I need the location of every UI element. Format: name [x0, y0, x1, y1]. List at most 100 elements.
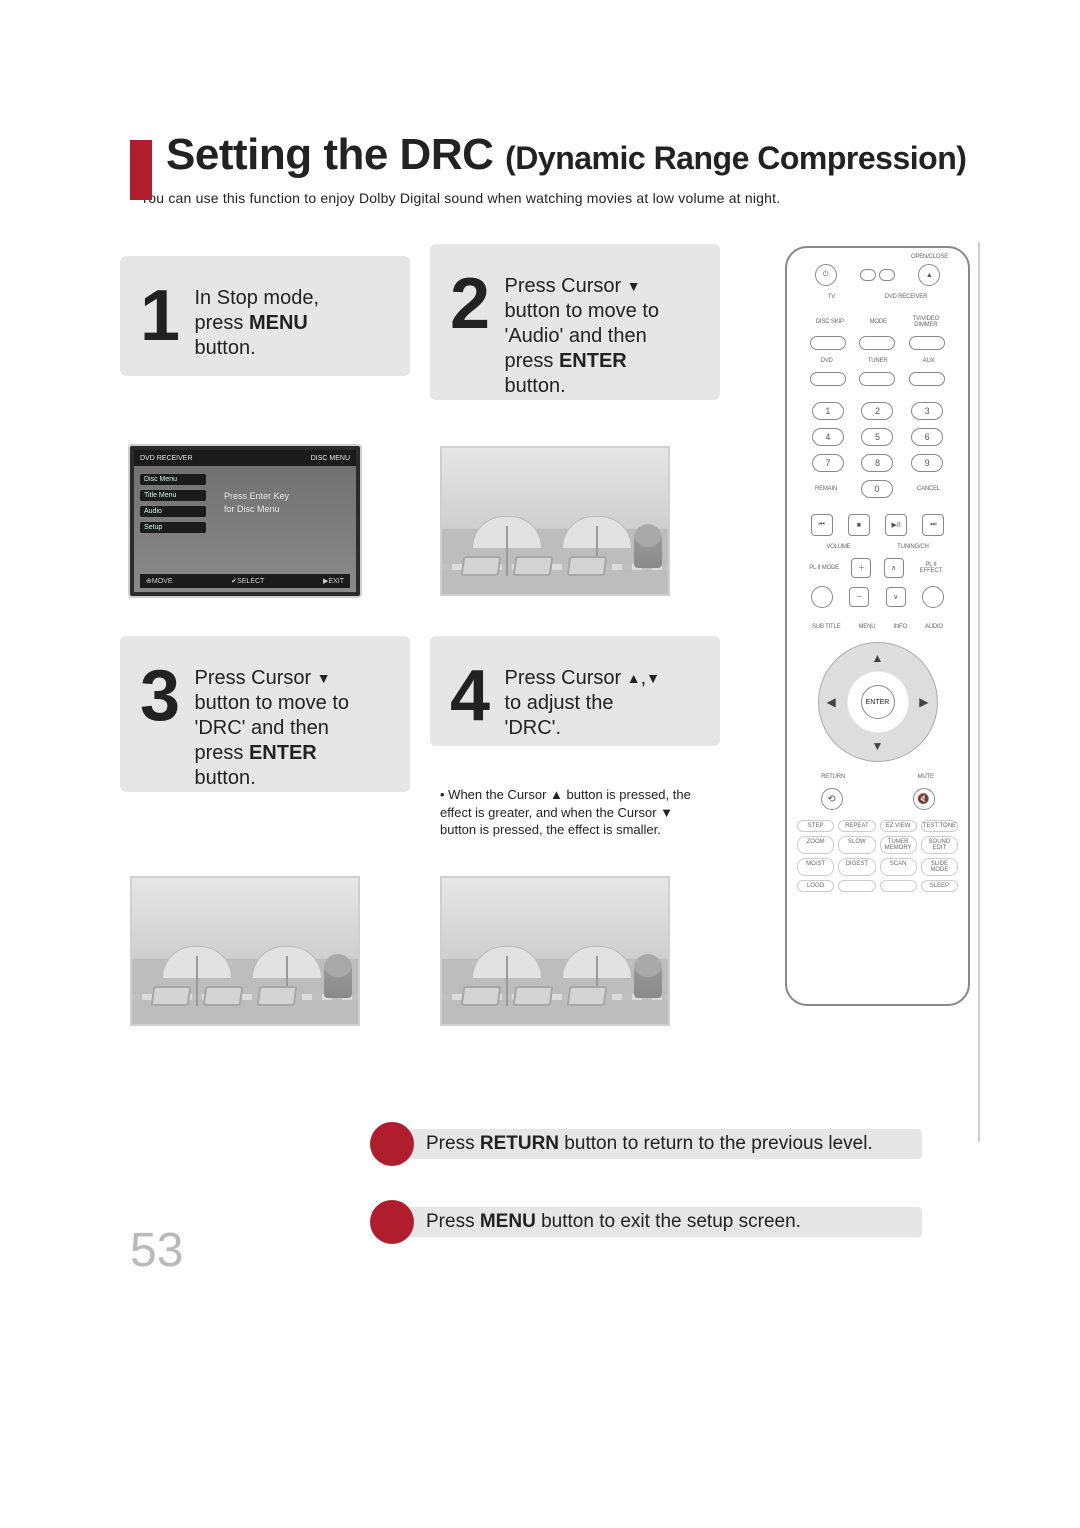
num-6: 6: [911, 428, 943, 446]
lbl-tvvideo: TV/VIDEODIMMER: [913, 316, 939, 328]
footer-notes: Press RETURN button to return to the pre…: [370, 1088, 930, 1278]
s3l4b: ENTER: [249, 742, 317, 764]
osd-c1: Press Enter Key: [224, 491, 289, 501]
footer-line-1: Press RETURN button to return to the pre…: [426, 1133, 873, 1155]
step-2: 2 Press Cursor ▼ button to move to 'Audi…: [450, 274, 750, 399]
num-7: 7: [812, 454, 844, 472]
step-1-screenshot: DVD RECEIVERDISC MENU Disc Menu Title Me…: [130, 446, 360, 596]
lbl-menu: MENU: [858, 624, 875, 630]
triangle-down-icon: ▼: [627, 278, 641, 294]
ch-dn-icon: ∨: [886, 587, 906, 607]
num-4: 4: [812, 428, 844, 446]
g14: [880, 880, 917, 892]
s3l3: 'DRC' and then: [195, 717, 329, 739]
num-2: 2: [861, 402, 893, 420]
btn-tuner: [859, 372, 895, 386]
arrow-left-icon: ◀: [827, 695, 836, 709]
lbl-tuner: TUNER: [868, 358, 888, 364]
vol-up-icon: ＋: [851, 558, 871, 578]
btn-dvd: [810, 372, 846, 386]
title-accent-bar: [130, 140, 152, 200]
lbl-plii-mode: PL II MODE: [809, 565, 839, 571]
num-0: 0: [861, 480, 893, 498]
plii-eff-btn: [922, 586, 944, 608]
step-3-text: Press Cursor ▼ button to move to 'DRC' a…: [195, 666, 395, 791]
step-1-text: In Stop mode, press MENU button.: [195, 286, 395, 361]
g13: [838, 880, 875, 892]
btn-mode: [859, 336, 895, 350]
plii-mode-btn: [811, 586, 833, 608]
lbl-discskip: DISC SKIP: [816, 319, 844, 325]
step-4-number: 4: [450, 666, 490, 727]
g7: SOUND EDIT: [921, 836, 958, 854]
return-icon: ⟲: [821, 788, 843, 810]
s3l2: button to move to: [195, 692, 350, 714]
g10: SCAN: [880, 858, 917, 876]
num-3: 3: [911, 402, 943, 420]
g8: MO/ST: [797, 858, 834, 876]
lbl-aux: AUX: [923, 358, 935, 364]
osd-bm: SELECT: [237, 578, 264, 585]
step-4-text: Press Cursor ▲,▼ to adjust the 'DRC'.: [505, 666, 705, 741]
g9: DIGEST: [838, 858, 875, 876]
step-4: 4 Press Cursor ▲,▼ to adjust the 'DRC'.: [450, 666, 750, 741]
step-2-number: 2: [450, 274, 490, 335]
btn-tvvideo: [909, 336, 945, 350]
lbl-cancel: CANCEL: [917, 486, 940, 492]
stop-icon: ■: [848, 514, 870, 536]
g4: ZOOM: [797, 836, 834, 854]
g3: TEST TONE: [921, 820, 958, 832]
dpad: ENTER ▲ ▼ ◀ ▶: [818, 642, 938, 762]
s2l3: 'Audio' and then: [505, 325, 647, 347]
osd-m3: Setup: [140, 522, 206, 533]
g15: SLEEP: [921, 880, 958, 892]
step-3-screenshot: [130, 876, 360, 1026]
step-3-number: 3: [140, 666, 180, 727]
next-icon: ⏭: [922, 514, 944, 536]
enter-button: ENTER: [861, 685, 895, 719]
vol-dn-icon: －: [849, 587, 869, 607]
bullet-dot-icon-2: [370, 1200, 414, 1244]
osd-tl: DVD RECEIVER: [140, 455, 193, 462]
content-canvas: OPEN/CLOSE ⏻ ▲ TVDVD RECEIVER DISC SKIPM…: [130, 246, 970, 1066]
tv-btn: [860, 269, 876, 281]
btn-discskip: [810, 336, 846, 350]
osd-br: EXIT: [328, 578, 344, 585]
s4l2: to adjust the: [505, 692, 614, 714]
g0: STEP: [797, 820, 834, 832]
power-icon: ⏻: [815, 264, 837, 286]
s4l1a: Press Cursor: [505, 667, 627, 689]
s2l4b: ENTER: [559, 350, 627, 372]
step-1-number: 1: [140, 286, 180, 347]
g12: LOGO: [797, 880, 834, 892]
title-main: Setting the DRC: [166, 130, 493, 179]
step-4-screenshot: [440, 876, 670, 1026]
s2l5: button.: [505, 375, 566, 397]
arrow-right-icon: ▶: [919, 695, 928, 709]
s4l3: 'DRC'.: [505, 717, 562, 739]
g11: SLIDE MODE: [921, 858, 958, 876]
remote-bottom-grid: STEPREPEATEZ VIEWTEST TONE ZOOMSLOWTUNER…: [787, 816, 968, 896]
num-1: 1: [812, 402, 844, 420]
s1l1: In Stop mode,: [195, 287, 320, 309]
arrow-up-icon: ▲: [872, 651, 884, 665]
lbl-info: INFO: [893, 624, 907, 630]
triangle-up-icon: ▲: [627, 670, 641, 686]
step-2-text: Press Cursor ▼ button to move to 'Audio'…: [505, 274, 705, 399]
s3l5: button.: [195, 767, 256, 789]
lbl-dvd: DVD: [821, 358, 833, 364]
divider-line: [978, 242, 980, 1142]
arrow-down-icon: ▼: [872, 739, 884, 753]
osd-m1: Title Menu: [140, 490, 206, 501]
dvd-btn: [879, 269, 895, 281]
lbl-return: RETURN: [821, 774, 845, 780]
num-5: 5: [861, 428, 893, 446]
g2: EZ VIEW: [880, 820, 917, 832]
lbl-mode: MODE: [870, 319, 887, 325]
lbl-vol: VOLUME: [826, 544, 850, 550]
page-number: 53: [130, 1223, 183, 1278]
manual-page: Setting the DRC (Dynamic Range Compressi…: [0, 0, 1080, 1528]
s2l4a: press: [505, 350, 559, 372]
osd-m2: Audio: [140, 506, 206, 517]
osd-tr: DISC MENU: [311, 455, 350, 462]
